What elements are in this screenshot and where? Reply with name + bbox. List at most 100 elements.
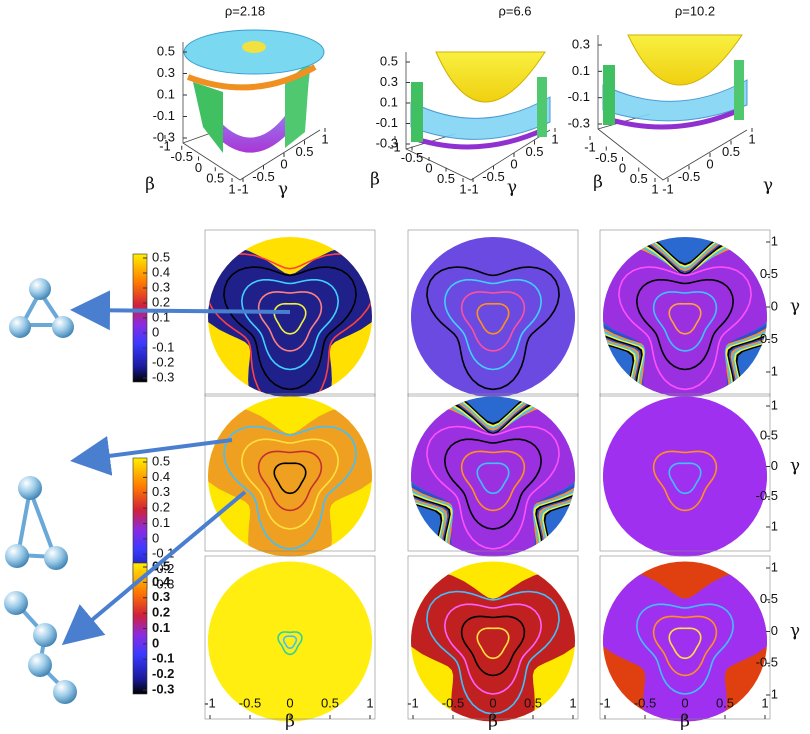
y-tick-label: -1 xyxy=(766,686,778,701)
contour-line xyxy=(426,266,560,391)
colorbar-tick-label: -0.1 xyxy=(152,339,174,354)
contour-plot xyxy=(603,561,767,722)
beta-ticks-label: 0 xyxy=(619,160,626,175)
colorbar-tick-label: 0 xyxy=(152,324,159,339)
z-tick-label: 0.3 xyxy=(157,65,175,80)
z-tick-label: 0.1 xyxy=(380,94,398,109)
z-tick-label: -0.3 xyxy=(376,135,398,150)
contour-line xyxy=(476,302,510,335)
contour-line xyxy=(476,462,510,495)
colorbar-tick-label: -0.3 xyxy=(152,369,174,384)
contour-plot xyxy=(603,237,767,397)
z-tick-label: -0.3 xyxy=(568,115,590,130)
contour-line xyxy=(257,450,323,512)
gamma-ticks-label: 0 xyxy=(706,156,713,171)
z-tick-label: -0.1 xyxy=(153,108,175,123)
contour-plot xyxy=(411,237,575,397)
gamma-ticks-label: 1 xyxy=(321,131,328,146)
gamma-ticks-label: 0.5 xyxy=(525,144,543,159)
colorbar-tick-label: 0.2 xyxy=(152,294,170,309)
gamma-ticks-label: -0.5 xyxy=(252,169,274,184)
colorbar-tick-label: -0.2 xyxy=(152,354,174,369)
surface-spike xyxy=(537,77,547,137)
beta-ticks-label: 0 xyxy=(195,160,202,175)
x-tick-label: -0.5 xyxy=(442,695,464,710)
axes-frame xyxy=(407,229,579,397)
y-tick-label: 0.5 xyxy=(760,266,778,281)
x-tick-label: 1 xyxy=(366,695,373,710)
contour-line xyxy=(652,291,718,352)
z-tick-label: 0.3 xyxy=(572,36,590,51)
colorbar-tick-label: 0.4 xyxy=(152,469,170,484)
contour-line xyxy=(460,291,526,352)
colorbar-tick-label: 0.4 xyxy=(152,574,171,589)
x-axis-label: β xyxy=(285,712,295,732)
surface-bowl xyxy=(435,51,546,103)
x-axis-label: β xyxy=(680,712,690,732)
z-tick-label: 0.3 xyxy=(380,74,398,89)
panel-title: ρ=2.18 xyxy=(225,3,265,18)
colorbar-tick-label: 0 xyxy=(152,635,159,650)
y-tick-label: -1 xyxy=(766,518,778,533)
surface-sheet xyxy=(602,79,748,122)
y-axis-label: γ xyxy=(278,180,288,200)
beta-ticks-label: -0.5 xyxy=(595,150,617,165)
surface-spike xyxy=(603,65,615,125)
x-axis-label: β xyxy=(370,170,380,190)
colorbar-tick-label: -0.3 xyxy=(152,681,174,696)
x-tick-label: 0.5 xyxy=(321,695,339,710)
x-tick-label: -1 xyxy=(204,695,216,710)
colorbar-tick-label: 0 xyxy=(152,530,159,545)
y-tick-label: -0.5 xyxy=(756,488,778,503)
contour-line xyxy=(223,266,357,391)
y-tick-label: 1 xyxy=(771,397,778,412)
colorbar-tick-label: 0.1 xyxy=(152,515,170,530)
inner-fill xyxy=(603,405,767,557)
contour-line xyxy=(426,425,560,550)
contour-line xyxy=(476,627,510,660)
contour-line xyxy=(618,266,752,391)
surface-sheet xyxy=(410,96,551,140)
inner-fill xyxy=(208,246,372,397)
contour-line xyxy=(668,627,702,660)
gamma-ticks-label: -0.5 xyxy=(678,169,700,184)
colorbar-tick-label: -0.1 xyxy=(152,651,174,666)
surface-bowl xyxy=(627,34,743,86)
y-tick-label: 0 xyxy=(771,623,778,638)
x-tick-label: 0.5 xyxy=(716,695,734,710)
gamma-ticks-label: -0.5 xyxy=(482,169,504,184)
colorbar-tick-label: 0.3 xyxy=(152,589,170,604)
inner-fill xyxy=(208,570,372,722)
x-tick-label: 0 xyxy=(489,695,496,710)
contour-plot xyxy=(208,396,372,557)
inner-fill xyxy=(411,570,575,722)
x-tick-label: 0 xyxy=(681,695,688,710)
gamma-ticks-label: 0 xyxy=(510,156,517,171)
surface-top xyxy=(242,41,266,53)
z-tick-label: 0.1 xyxy=(572,63,590,78)
surface xyxy=(597,34,748,181)
surface-base xyxy=(415,126,547,150)
colorbar-tick-label: 0.5 xyxy=(152,558,170,573)
contour-line xyxy=(443,279,543,371)
inner-fill xyxy=(411,405,575,557)
contour-line xyxy=(635,603,735,695)
y-axis-label: γ xyxy=(507,178,517,198)
colorbar-tick-label: 0.4 xyxy=(152,264,170,279)
surface-band xyxy=(186,64,317,91)
contour-line xyxy=(652,615,718,677)
beta-ticks-label: -1 xyxy=(584,139,596,154)
x-tick-label: 0.5 xyxy=(524,695,542,710)
z-tick-label: -0.3 xyxy=(153,129,175,144)
gamma-ticks-label: 1 xyxy=(748,131,755,146)
panel-title: ρ=6.6 xyxy=(498,3,531,18)
x-tick-label: -1 xyxy=(407,695,419,710)
surface-base xyxy=(607,106,744,130)
beta-ticks-label: -0.5 xyxy=(171,149,193,164)
contour-line xyxy=(635,279,735,371)
y-axis-label: γ xyxy=(790,456,800,476)
gamma-ticks-label: 0 xyxy=(280,156,287,171)
y-tick-label: 1 xyxy=(771,559,778,574)
x-axis-label: β xyxy=(488,712,498,732)
